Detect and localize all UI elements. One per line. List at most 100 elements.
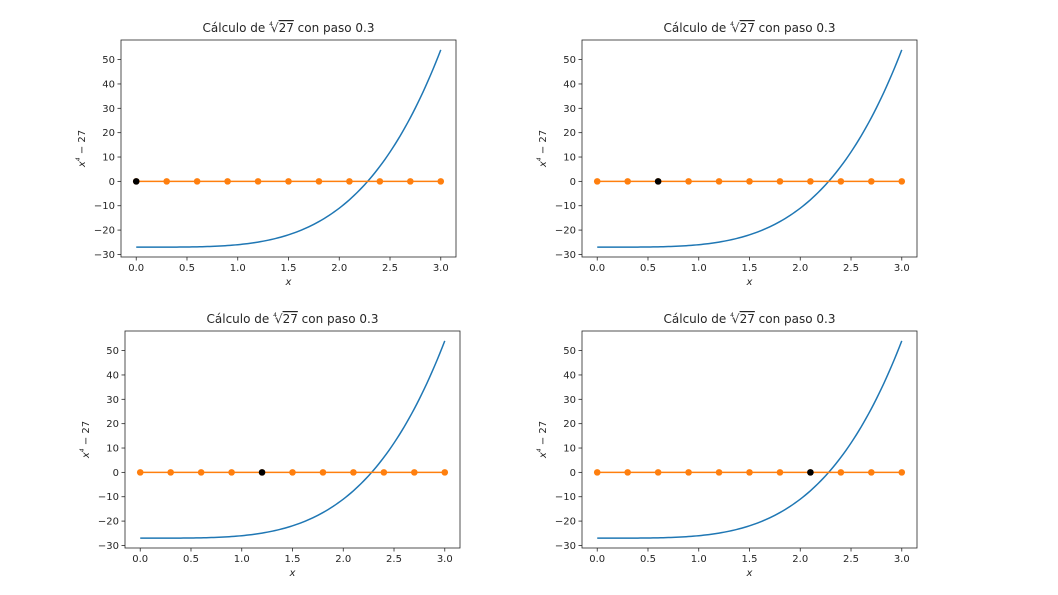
y-tick-label: −20 bbox=[555, 517, 576, 528]
step-point bbox=[593, 178, 601, 185]
x-tick-label: 3.0 bbox=[437, 554, 453, 565]
y-tick-label: 20 bbox=[106, 419, 119, 430]
title-prefix: Cálculo de bbox=[664, 312, 731, 326]
title-suffix: con paso 0.3 bbox=[755, 312, 836, 326]
ylabel-exponent: 4 bbox=[79, 448, 86, 452]
y-tick-label: −30 bbox=[555, 250, 576, 261]
step-point bbox=[315, 178, 323, 185]
chart-title-text: Cálculo de 4√27 con paso 0.3 bbox=[664, 312, 836, 326]
step-point bbox=[837, 178, 845, 185]
subplot-3: 0.0 0.5 1.0 1.5 2.0 2.5 3.0 −30 −20 −10 0 10 20 30 40 5… bbox=[79, 312, 461, 579]
y-tick-label: −30 bbox=[555, 541, 576, 552]
x-tick-label: 1.0 bbox=[691, 554, 707, 565]
y-tick-label: 20 bbox=[563, 419, 576, 430]
plot-frame bbox=[120, 39, 457, 258]
x-tick-label: 2.0 bbox=[331, 263, 347, 274]
y-tick-label: 50 bbox=[563, 346, 576, 357]
function-curve-series bbox=[597, 49, 903, 248]
plot-frame bbox=[124, 330, 461, 549]
step-point bbox=[898, 469, 906, 476]
step-point bbox=[285, 178, 292, 185]
title-root-index: 4 bbox=[730, 312, 734, 319]
title-prefix: Cálculo de bbox=[664, 21, 731, 35]
y-tick-label: 50 bbox=[563, 55, 576, 66]
step-point bbox=[685, 178, 692, 185]
ylabel-base: x bbox=[81, 452, 92, 459]
y-tick-label: 30 bbox=[102, 104, 115, 115]
y-tick-label: −10 bbox=[94, 201, 115, 212]
x-tick-label: 3.0 bbox=[894, 263, 910, 274]
y-tick-label: 10 bbox=[102, 153, 115, 164]
x-tick-label: 0.5 bbox=[183, 554, 199, 565]
step-point bbox=[868, 178, 875, 185]
x-tick-label: 1.5 bbox=[742, 263, 758, 274]
title-radicand: 27 bbox=[283, 312, 298, 326]
title-radicand: 27 bbox=[279, 21, 294, 35]
step-point bbox=[163, 178, 170, 185]
x-tick-label: 0.5 bbox=[640, 554, 656, 565]
title-radical-sign: √ bbox=[271, 21, 279, 35]
x-tick-label: 2.5 bbox=[386, 554, 402, 565]
y-tick-label: 10 bbox=[563, 153, 576, 164]
ylabel-exponent: 4 bbox=[536, 157, 543, 161]
ylabel-exponent: 4 bbox=[75, 157, 82, 161]
plot-frame bbox=[581, 39, 918, 258]
y-tick-label: 40 bbox=[106, 370, 119, 381]
x-tick-label: 2.5 bbox=[843, 554, 859, 565]
x-tick-label: 0.0 bbox=[128, 263, 144, 274]
step-point bbox=[624, 469, 631, 476]
y-tick-label: 0 bbox=[570, 468, 576, 479]
x-tick-label: 0.5 bbox=[640, 263, 656, 274]
ylabel-base: x bbox=[77, 161, 88, 168]
y-tick-label: 30 bbox=[106, 395, 119, 406]
chart-title: Cálculo de 4√27 con paso 0.3 bbox=[203, 21, 375, 35]
step-point bbox=[654, 469, 662, 476]
x-tick-label: 3.0 bbox=[894, 554, 910, 565]
function-curve-series bbox=[140, 340, 446, 539]
x-tick-label: 1.0 bbox=[691, 263, 707, 274]
step-point bbox=[289, 469, 296, 476]
step-point bbox=[411, 469, 418, 476]
ylabel-base: x bbox=[538, 452, 549, 459]
step-point bbox=[350, 469, 357, 476]
step-point bbox=[837, 469, 845, 476]
y-tick-label: 20 bbox=[563, 128, 576, 139]
step-point bbox=[319, 469, 327, 476]
y-tick-label: 50 bbox=[106, 346, 119, 357]
step-point bbox=[228, 469, 235, 476]
x-axis-label: x bbox=[746, 277, 753, 288]
step-point bbox=[407, 178, 414, 185]
x-tick-label: 1.0 bbox=[234, 554, 250, 565]
function-curve-series bbox=[136, 49, 442, 248]
current-step-point bbox=[258, 469, 266, 476]
y-axis-label: x4 − 27 bbox=[536, 421, 549, 459]
x-tick-label: 2.5 bbox=[843, 263, 859, 274]
plot-frame bbox=[581, 330, 918, 549]
current-step-point bbox=[807, 469, 814, 476]
y-axis-label: x4 − 27 bbox=[75, 130, 88, 168]
x-tick-label: 0.5 bbox=[179, 263, 195, 274]
title-prefix: Cálculo de bbox=[207, 312, 274, 326]
ylabel-rest: − 27 bbox=[77, 130, 88, 157]
title-prefix: Cálculo de bbox=[203, 21, 270, 35]
x-axis-label: x bbox=[746, 568, 753, 579]
step-point bbox=[776, 178, 784, 185]
ylabel-rest: − 27 bbox=[81, 421, 92, 448]
title-radicand: 27 bbox=[740, 21, 755, 35]
y-tick-label: 30 bbox=[563, 395, 576, 406]
chart-title-text: Cálculo de 4√27 con paso 0.3 bbox=[203, 21, 375, 35]
y-tick-label: 0 bbox=[109, 177, 115, 188]
step-point bbox=[746, 469, 753, 476]
y-tick-label: 40 bbox=[563, 370, 576, 381]
step-point bbox=[746, 178, 753, 185]
title-root-index: 4 bbox=[730, 21, 734, 28]
chart-title: Cálculo de 4√27 con paso 0.3 bbox=[664, 21, 836, 35]
chart-title: Cálculo de 4√27 con paso 0.3 bbox=[664, 312, 836, 326]
x-tick-label: 1.5 bbox=[281, 263, 297, 274]
title-suffix: con paso 0.3 bbox=[298, 312, 379, 326]
y-tick-label: −10 bbox=[555, 492, 576, 503]
chart-title-text: Cálculo de 4√27 con paso 0.3 bbox=[207, 312, 379, 326]
x-tick-label: 0.0 bbox=[132, 554, 148, 565]
title-root-index: 4 bbox=[269, 21, 273, 28]
